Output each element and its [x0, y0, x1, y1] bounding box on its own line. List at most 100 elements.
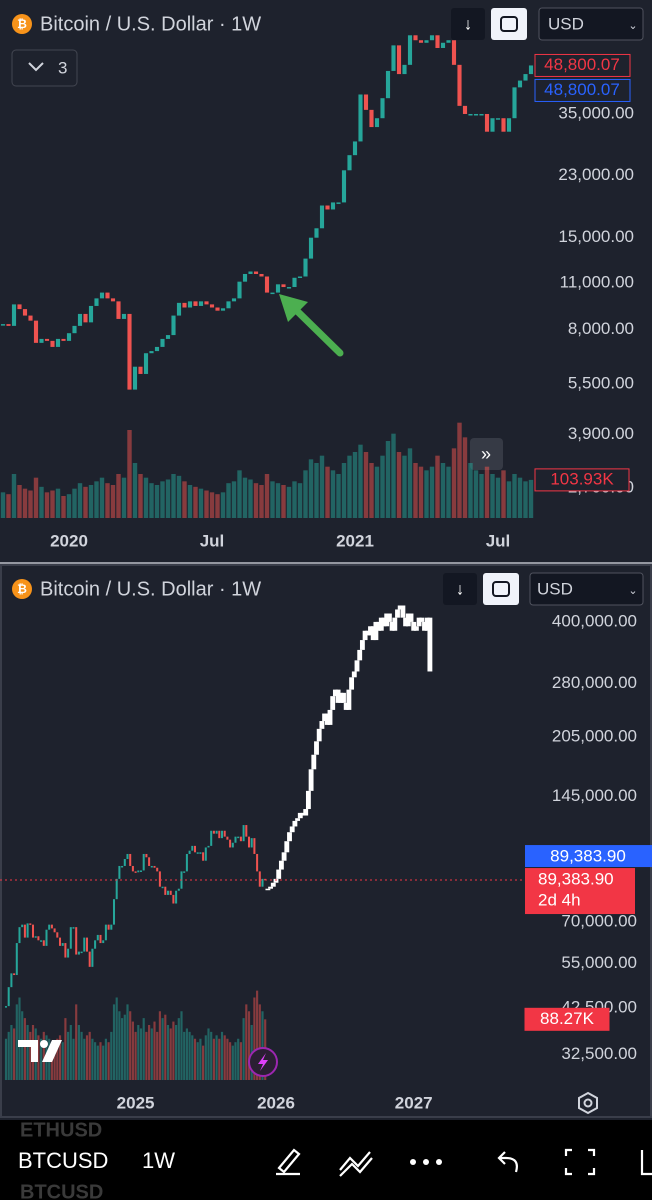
- volume-bar: [308, 459, 314, 518]
- candle: [80, 951, 83, 954]
- volume-bar: [199, 1038, 202, 1080]
- volume-bar: [198, 488, 204, 518]
- volume-bar: [83, 486, 88, 518]
- y-tick-label: 23,000.00: [558, 165, 634, 184]
- volume-bar: [166, 1025, 170, 1080]
- volume-bar: [275, 483, 281, 518]
- candle: [292, 820, 298, 827]
- price-box: [534, 53, 631, 77]
- scroll-right-button[interactable]: [470, 438, 503, 470]
- candle: [96, 934, 99, 941]
- candle: [400, 605, 406, 618]
- volume-bar: [55, 488, 61, 518]
- compare-button[interactable]: [491, 8, 527, 40]
- annotation-arrow: [289, 303, 344, 357]
- candle: [297, 276, 303, 279]
- candle: [413, 626, 419, 631]
- candle: [308, 237, 314, 259]
- candle: [26, 923, 29, 938]
- volume-bar: [506, 481, 512, 518]
- candle: [142, 853, 145, 871]
- candle: [193, 301, 198, 306]
- candle: [223, 830, 226, 837]
- volume-bar: [435, 455, 440, 518]
- candle: [484, 113, 490, 132]
- candle: [392, 617, 398, 631]
- price-box: [534, 78, 631, 102]
- candle: [50, 340, 55, 347]
- candle: [33, 320, 39, 343]
- candle: [287, 832, 292, 842]
- volume-bar: [292, 481, 297, 518]
- volume-bar: [172, 1021, 175, 1080]
- symbol-next[interactable]: BTCUSD: [20, 1181, 103, 1200]
- lines-tool[interactable]: [339, 1151, 373, 1177]
- download-button[interactable]: [443, 573, 477, 605]
- candle: [446, 40, 451, 43]
- fullscreen-button[interactable]: [564, 1148, 596, 1176]
- candle: [110, 298, 116, 302]
- candle: [127, 313, 132, 390]
- indicator-count: 3: [58, 58, 67, 77]
- candle: [413, 35, 418, 41]
- volume-bar: [158, 1011, 161, 1080]
- price-box: [525, 845, 652, 868]
- chart-title: Bitcoin / U.S. Dollar · 1W: [40, 13, 261, 35]
- volume-bar: [94, 1042, 97, 1080]
- currency-select[interactable]: [538, 7, 644, 41]
- volume-bar: [380, 455, 385, 518]
- candle: [247, 836, 251, 848]
- volume-bar: [234, 1042, 237, 1080]
- download-button[interactable]: [451, 8, 485, 40]
- volume-bar: [358, 444, 363, 518]
- interval[interactable]: 1W: [142, 1148, 175, 1173]
- symbol-prev[interactable]: ETHUSD: [20, 1119, 102, 1141]
- volume-bar: [105, 483, 110, 518]
- volume-bar: [61, 496, 66, 518]
- volume-bar: [6, 494, 11, 518]
- candle: [166, 890, 170, 895]
- volume-label: 103.93K: [550, 469, 614, 488]
- volume-bar: [237, 1038, 240, 1080]
- candle: [198, 301, 204, 306]
- candle: [347, 155, 352, 171]
- volume-bar: [253, 483, 259, 518]
- candle: [352, 141, 358, 156]
- download-icon: ↓: [456, 579, 465, 598]
- candle: [324, 713, 330, 725]
- draw-tool[interactable]: [276, 1148, 301, 1176]
- candle: [88, 951, 91, 967]
- scroll-right-icon: »: [481, 444, 491, 464]
- candle: [341, 692, 346, 703]
- candle: [177, 888, 180, 891]
- compare-button[interactable]: [483, 573, 519, 605]
- volume-bar: [402, 455, 407, 518]
- candle: [34, 936, 37, 938]
- volume-bar: [156, 1031, 159, 1080]
- volume-bar: [80, 1031, 83, 1080]
- undo-button[interactable]: [497, 1151, 518, 1173]
- volume-bar: [150, 1028, 153, 1080]
- candle: [253, 271, 259, 274]
- indicator-toggle[interactable]: [11, 49, 78, 87]
- candle: [359, 640, 365, 650]
- candle: [457, 64, 462, 106]
- candle: [50, 924, 53, 929]
- candle: [281, 852, 287, 861]
- more-tools[interactable]: [640, 1150, 652, 1176]
- currency-select[interactable]: [529, 572, 644, 606]
- more-button[interactable]: [410, 1159, 442, 1165]
- symbol[interactable]: BTCUSD: [18, 1148, 108, 1173]
- volume-bar: [303, 470, 308, 518]
- currency: USD: [537, 579, 573, 598]
- toolbar: [0, 1120, 652, 1200]
- volume-bar: [341, 463, 347, 518]
- volume-bar: [259, 485, 264, 518]
- candle: [380, 98, 385, 119]
- candle: [67, 948, 70, 958]
- volume-bar: [18, 997, 21, 1080]
- volume-bar: [29, 1031, 32, 1080]
- candle: [7, 987, 10, 1007]
- candle: [256, 853, 259, 872]
- candle: [308, 769, 314, 791]
